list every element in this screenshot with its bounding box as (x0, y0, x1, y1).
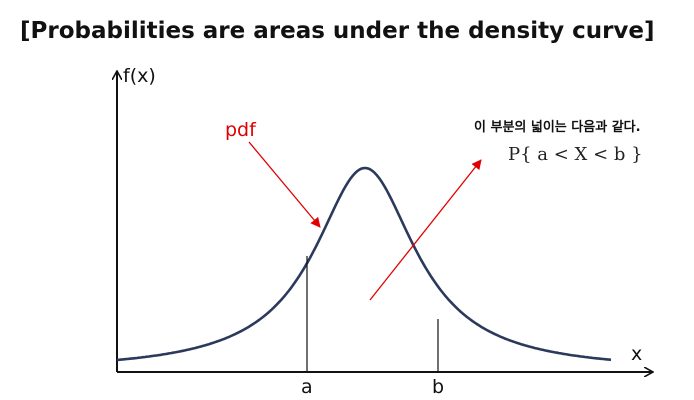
bound-b-label: b (432, 376, 444, 398)
x-axis-label: x (631, 343, 642, 365)
area-arrow (369, 159, 482, 301)
density-curve (116, 166, 612, 362)
y-axis-label: f(x) (123, 65, 156, 87)
bound-a-label: a (301, 376, 313, 398)
diagram-title: [Probabilities are areas under the densi… (20, 18, 655, 44)
pdf-label: pdf (225, 119, 257, 141)
area-annotation: 이 부분의 넓이는 다음과 같다. (474, 119, 641, 135)
pdf-arrow (248, 141, 321, 228)
probability-formula: P{ a < X < b } (508, 144, 643, 165)
